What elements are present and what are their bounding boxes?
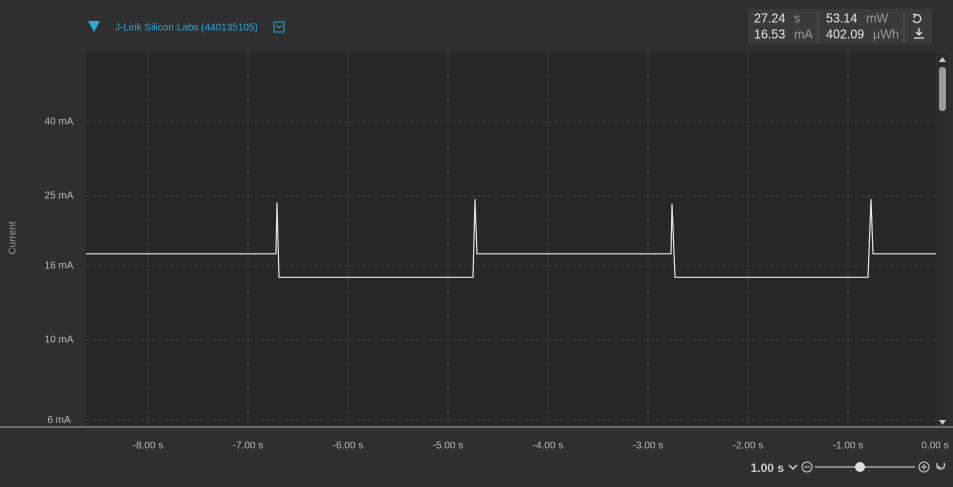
- zoom-in-icon: [921, 464, 927, 470]
- plot-area: [86, 53, 936, 425]
- zoom-out[interactable]: [801, 461, 813, 473]
- reset-button[interactable]: [912, 13, 922, 24]
- stat-unit: s: [794, 11, 800, 25]
- x-tick-label: 0.00 s: [921, 441, 948, 452]
- x-tick-label: -3.00 s: [633, 441, 664, 452]
- stat-value: 16.53: [754, 27, 785, 41]
- x-tick-label: -7.00 s: [233, 441, 264, 452]
- current-line: [86, 199, 936, 278]
- scroll-thumb[interactable]: [939, 67, 946, 111]
- x-tick-label: -2.00 s: [733, 441, 764, 452]
- x-tick-label: -1.00 s: [833, 441, 864, 452]
- export-button[interactable]: [914, 28, 924, 39]
- device-name[interactable]: J-Link Silicon Labs (440135105): [115, 23, 258, 34]
- zoom-dropdown[interactable]: [788, 464, 798, 471]
- x-tick-label: -4.00 s: [533, 441, 564, 452]
- stats-box: [748, 9, 932, 44]
- device-toggle[interactable]: [88, 21, 100, 32]
- stat-unit: µWh: [873, 27, 899, 41]
- zoom-label: 1.00 s: [751, 461, 785, 475]
- zoom-in[interactable]: [918, 461, 930, 473]
- x-tick-label: -8.00 s: [133, 441, 164, 452]
- x-tick-label: -6.00 s: [333, 441, 364, 452]
- plot: 6 mA 10 mA 16 mA 25 mA 40 mA -8.00 s -7.00 s -6…: [45, 53, 949, 452]
- stat-unit: mA: [794, 27, 813, 41]
- stat-value: 53.14: [826, 11, 857, 25]
- zoom-reset[interactable]: [936, 462, 946, 470]
- x-tick-label: -5.00 s: [433, 441, 464, 452]
- scroll-up[interactable]: [939, 57, 946, 62]
- stat-unit: mW: [866, 11, 888, 25]
- y-tick-label: 6 mA: [47, 415, 71, 426]
- stat-value: 402.09: [826, 27, 864, 41]
- y-tick-label: 40 mA: [45, 117, 74, 128]
- y-tick-label: 10 mA: [45, 335, 74, 346]
- y-tick-label: 16 mA: [45, 261, 74, 272]
- dropdown-icon: [275, 24, 283, 29]
- scroll-down[interactable]: [939, 420, 946, 425]
- stat-value: 27.24: [754, 11, 785, 25]
- y-axis-label: Current: [8, 221, 19, 255]
- y-tick-label: 25 mA: [45, 191, 74, 202]
- device-dropdown[interactable]: [273, 21, 285, 33]
- zoom-knob[interactable]: [855, 462, 865, 472]
- scrollbar[interactable]: [937, 53, 948, 425]
